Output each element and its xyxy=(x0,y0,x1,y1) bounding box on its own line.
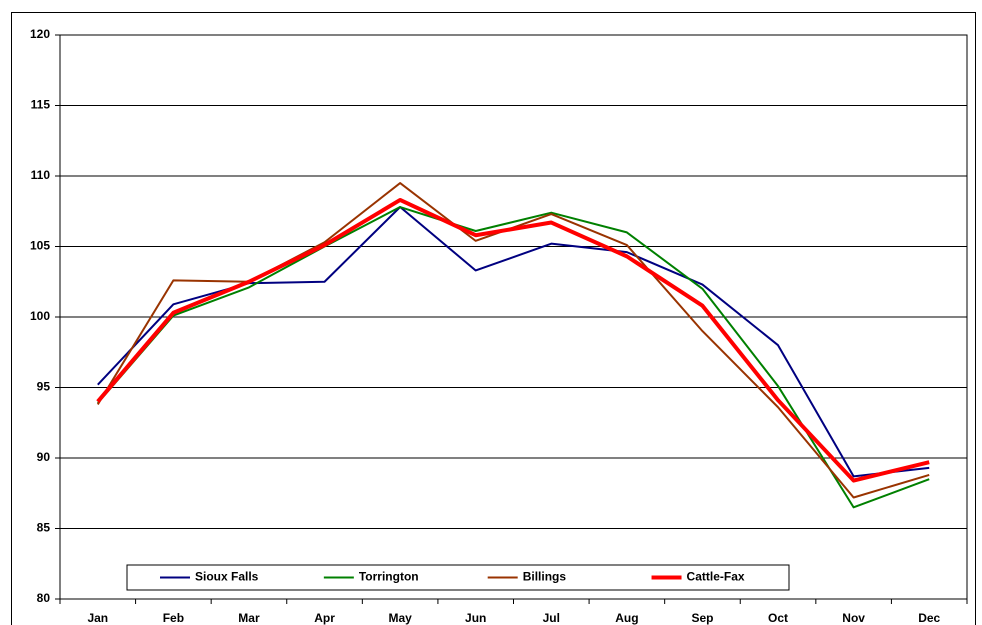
x-tick-label: Sep xyxy=(691,611,713,625)
legend-label: Cattle-Fax xyxy=(687,570,745,584)
y-tick-label: 85 xyxy=(37,521,51,535)
legend-label: Billings xyxy=(523,570,567,584)
x-tick-label: May xyxy=(388,611,412,625)
x-tick-label: Dec xyxy=(918,611,940,625)
x-tick-label: Oct xyxy=(768,611,788,625)
chart-frame xyxy=(11,12,976,625)
legend-label: Torrington xyxy=(359,570,419,584)
x-tick-label: Nov xyxy=(842,611,865,625)
y-tick-label: 110 xyxy=(31,168,51,182)
y-tick-label: 100 xyxy=(30,309,50,323)
x-tick-label: Jul xyxy=(543,611,560,625)
legend-label: Sioux Falls xyxy=(195,570,259,584)
y-tick-label: 95 xyxy=(37,380,51,394)
series-line xyxy=(97,206,930,509)
y-tick-label: 115 xyxy=(31,98,51,112)
y-tick-label: 90 xyxy=(37,450,51,464)
x-tick-label: Aug xyxy=(615,611,638,625)
y-tick-label: 120 xyxy=(30,27,50,41)
x-tick-label: Jun xyxy=(465,611,486,625)
y-tick-label: 105 xyxy=(30,239,50,253)
y-tick-label: 80 xyxy=(37,591,51,605)
x-tick-label: Apr xyxy=(314,611,335,625)
x-tick-label: Jan xyxy=(87,611,108,625)
x-tick-label: Feb xyxy=(163,611,184,625)
series-line xyxy=(96,197,930,483)
x-tick-label: Mar xyxy=(238,611,260,625)
